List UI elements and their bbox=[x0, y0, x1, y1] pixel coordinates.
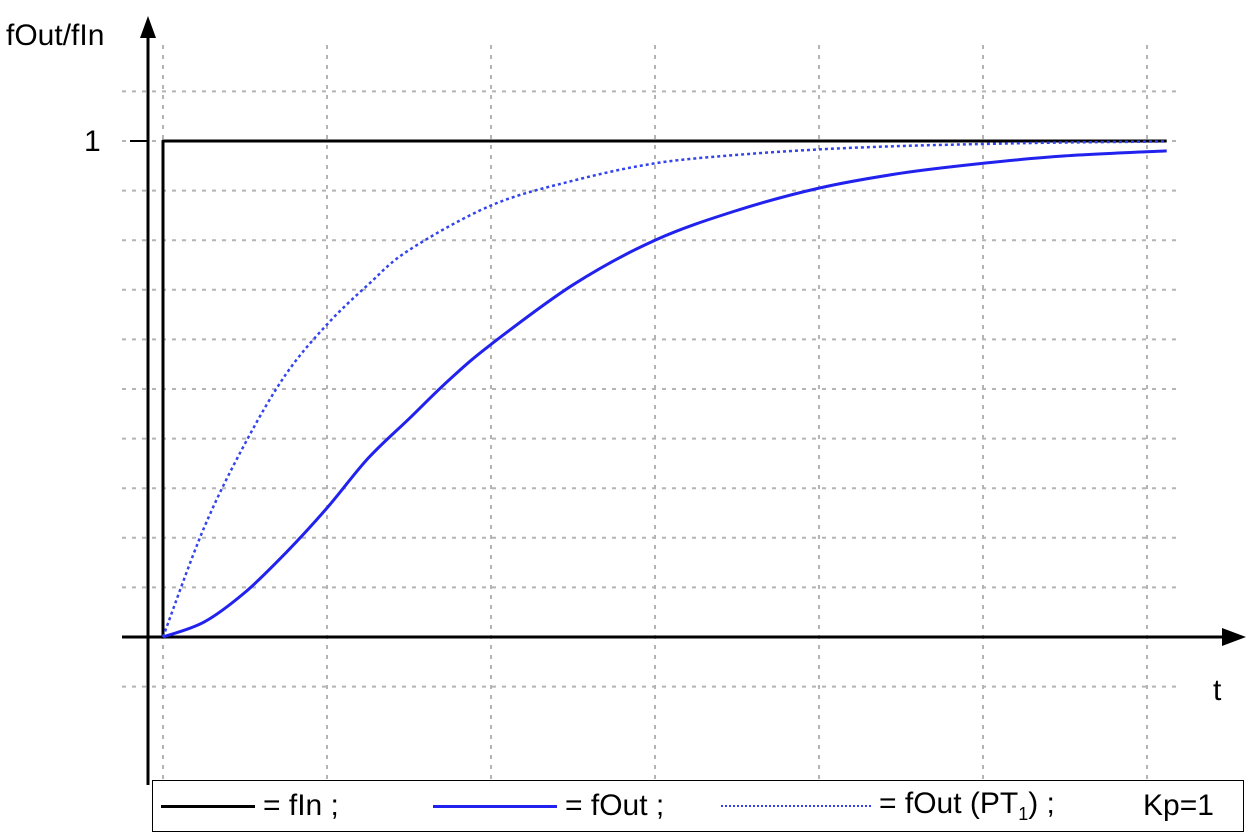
legend-label-kp: Kp=1 bbox=[1143, 789, 1214, 822]
legend-label-pt1-end: ) ; bbox=[1028, 787, 1055, 820]
legend: = fIn ; = fOut ; = fOut (PT1) ; Kp=1 bbox=[152, 780, 1244, 832]
x-axis-label: t bbox=[1213, 674, 1222, 707]
legend-item-fin: = fIn ; bbox=[161, 781, 339, 831]
legend-label-pt1-sub: 1 bbox=[1018, 804, 1029, 824]
grid bbox=[122, 45, 1178, 780]
x-axis-arrow bbox=[1222, 628, 1246, 646]
legend-item-fout: = fOut ; bbox=[433, 781, 664, 831]
legend-item-kp: Kp=1 bbox=[1143, 781, 1214, 831]
y-tick-label-0: 1 bbox=[84, 125, 101, 158]
legend-swatch-fin bbox=[161, 804, 255, 808]
y-tick-labels: 1 bbox=[84, 125, 101, 158]
legend-swatch-fout bbox=[433, 804, 557, 808]
legend-label-fin: = fIn ; bbox=[263, 789, 339, 822]
series-group bbox=[161, 139, 1167, 639]
series-line-fin bbox=[161, 139, 1167, 637]
y-axis-label: fOut/fIn bbox=[6, 19, 104, 52]
legend-label-pt1-main: = fOut (PT bbox=[879, 787, 1019, 820]
legend-label-pt1: = fOut (PT1) ; bbox=[879, 787, 1055, 825]
legend-label-fout: = fOut ; bbox=[565, 789, 665, 822]
y-axis-arrow bbox=[140, 16, 156, 38]
series-line-fout-pt1 bbox=[161, 140, 1167, 638]
legend-swatch-pt1 bbox=[721, 805, 871, 807]
legend-item-pt1: = fOut (PT1) ; bbox=[721, 781, 1055, 831]
series-line-fout bbox=[162, 149, 1167, 639]
axes bbox=[122, 16, 1246, 785]
